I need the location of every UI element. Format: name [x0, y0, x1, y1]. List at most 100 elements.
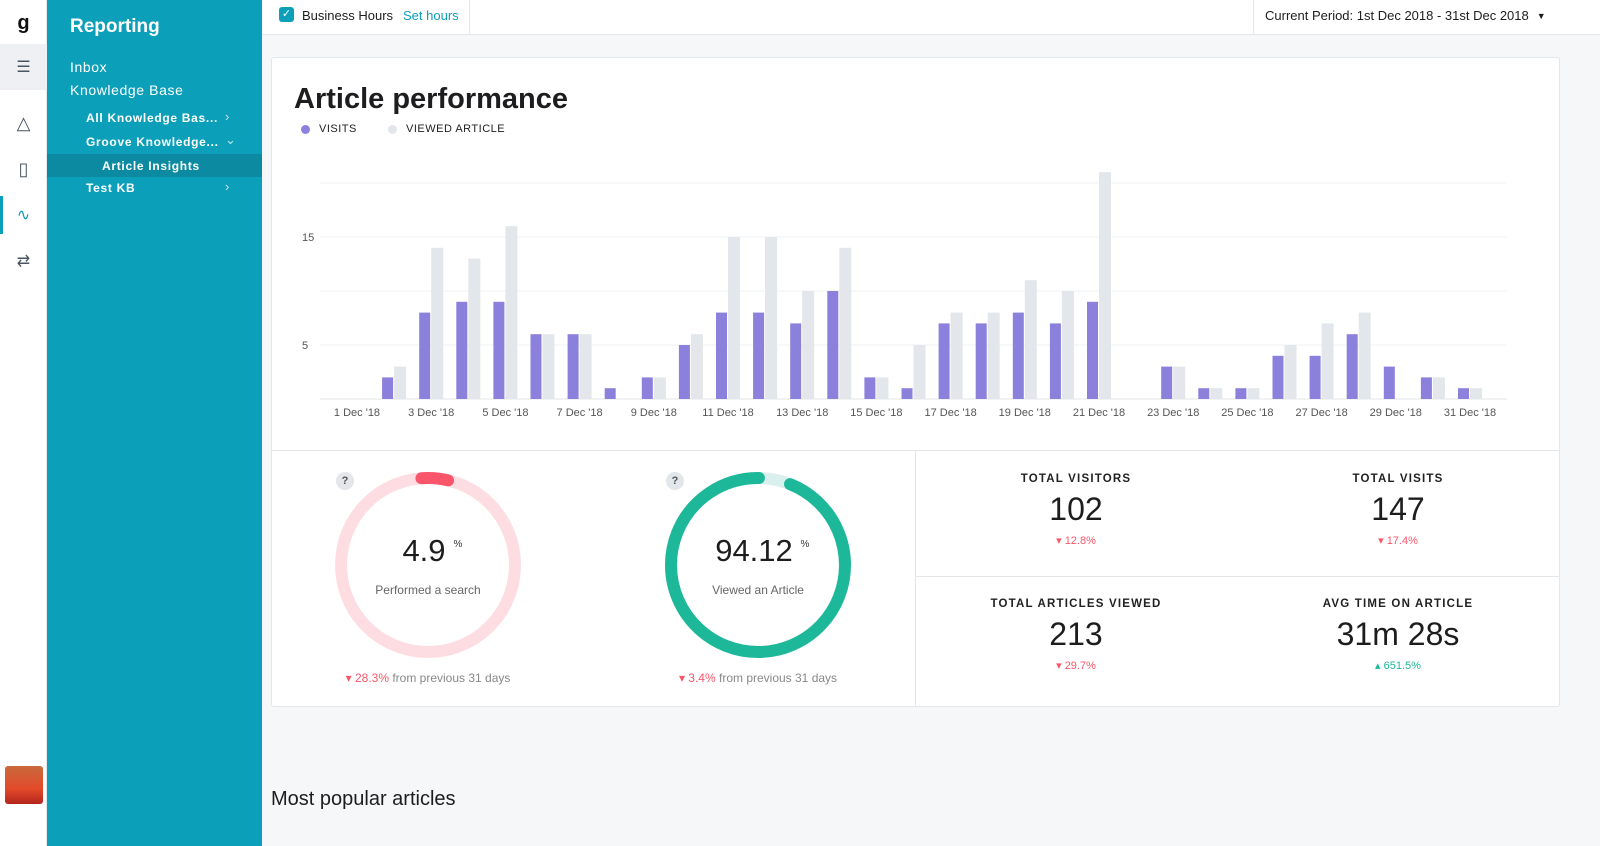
x-tick-label: 17 Dec '18	[924, 407, 976, 419]
bar-visits	[1235, 388, 1247, 399]
legend-viewed[interactable]: VIEWED ARTICLE	[388, 123, 505, 135]
sidebar-item-test-kb[interactable]: Test KB	[86, 181, 136, 195]
caret-down-icon: ▼	[1536, 11, 1546, 21]
legend-visits[interactable]: VISITS	[301, 123, 357, 135]
donut-value: 94.12	[715, 533, 793, 568]
bar-visits	[530, 334, 542, 399]
donut-charts: 4.9 % Performed a search ▾ 28.3% from previ…	[335, 472, 851, 685]
sidebar-item-groove-kb[interactable]: Groove Knowledge...	[86, 135, 219, 149]
divider	[1253, 0, 1254, 34]
section-title: Most popular articles	[271, 788, 456, 810]
x-tick-label: 19 Dec '18	[999, 407, 1051, 419]
menu-icon[interactable]: ☰	[0, 44, 47, 90]
bar-visits	[975, 323, 987, 399]
donut-unit: %	[454, 539, 463, 550]
bar-viewed-article	[431, 247, 444, 399]
bar-visits	[864, 377, 876, 399]
send-icon[interactable]: △	[16, 112, 31, 133]
help-icon[interactable]: ?	[336, 472, 354, 490]
stat-value: 147	[1371, 491, 1425, 527]
donut-change: ▾ 28.3% from previous 31 days	[346, 671, 511, 685]
donut-arc	[335, 472, 521, 659]
donut-value: 4.9	[402, 533, 445, 568]
legend-label: VISITS	[319, 123, 357, 135]
bar-viewed-article	[1358, 312, 1371, 399]
bar-visits	[456, 301, 468, 399]
bar-visits	[827, 291, 839, 399]
donut-label: Performed a search	[375, 583, 480, 597]
bar-visits	[1272, 355, 1284, 399]
chevron-down-icon[interactable]: ⌄	[225, 132, 236, 147]
groove-logo-icon: g	[17, 11, 30, 34]
set-hours-link[interactable]: Set hours	[403, 8, 459, 23]
bar-visits	[1161, 366, 1173, 399]
bar-viewed-article	[1061, 291, 1074, 399]
sidebar: Reporting Inbox Knowledge Base All Knowl…	[47, 0, 262, 846]
bar-visits	[938, 323, 950, 399]
bar-visits	[604, 388, 616, 399]
bar-visits	[1458, 388, 1469, 399]
bar-viewed-article	[653, 377, 666, 399]
bar-visits	[641, 377, 653, 399]
x-tick-label: 23 Dec '18	[1147, 407, 1199, 419]
divider	[272, 450, 1559, 451]
stat-change: ▾ 12.8%	[1056, 535, 1096, 547]
bar-viewed-article	[839, 247, 852, 399]
bar-visits	[753, 312, 765, 399]
bar-viewed-article	[765, 237, 778, 399]
chevron-right-icon[interactable]: ›	[225, 109, 230, 124]
x-tick-label: 15 Dec '18	[850, 407, 902, 419]
bar-visits	[716, 312, 727, 399]
bar-visits	[1309, 355, 1321, 399]
selected-highlight	[47, 154, 262, 177]
bar-visits	[419, 312, 431, 399]
bar-viewed-article	[579, 334, 592, 399]
x-tick-label: 1 Dec '18	[334, 407, 380, 419]
business-hours-checkbox[interactable]: ✓	[279, 7, 294, 22]
period-label: Current Period: 1st Dec 2018 - 31st Dec …	[1265, 8, 1529, 23]
sidebar-item-article-insights[interactable]: Article Insights	[102, 159, 200, 173]
x-tick-label: 5 Dec '18	[482, 407, 528, 419]
x-tick-label: 13 Dec '18	[776, 407, 828, 419]
x-tick-label: 11 Dec '18	[702, 407, 753, 419]
bar-viewed-article	[802, 291, 815, 399]
stat-change: ▴ 651.5%	[1375, 660, 1421, 672]
sidebar-title: Reporting	[70, 16, 160, 37]
reporting-icon[interactable]: ∿	[16, 207, 31, 224]
chart-title: Article performance	[294, 83, 568, 115]
bar-visits	[790, 323, 802, 399]
help-icon[interactable]: ?	[666, 472, 684, 490]
sidebar-item-all-kb[interactable]: All Knowledge Bas...	[86, 111, 219, 125]
stat-total-articles-viewed: TOTAL ARTICLES VIEWED 213 ▾ 29.7%	[915, 598, 1237, 672]
bar-viewed-article	[1173, 366, 1186, 399]
divider	[915, 576, 1559, 577]
x-tick-label: 31 Dec '18	[1444, 407, 1496, 419]
stat-label: AVG TIME ON ARTICLE	[1322, 598, 1474, 610]
icon-rail: g ☰ △ ▯ ∿ ⇄	[0, 0, 47, 846]
bar-viewed-article	[505, 226, 518, 399]
sidebar-item-knowledge-base[interactable]: Knowledge Base	[70, 82, 184, 98]
donut-change: ▾ 3.4% from previous 31 days	[679, 671, 837, 685]
legend-dot	[301, 124, 310, 134]
bar-chart: 5 15 1 Dec '18 3 Dec '18 5 Dec '18 7 Dec '18 9…	[302, 172, 1507, 419]
settings-sliders-icon[interactable]: ⇄	[16, 253, 31, 270]
avatar[interactable]	[5, 766, 43, 804]
active-indicator	[0, 196, 3, 234]
x-tick-label: 27 Dec '18	[1295, 407, 1347, 419]
stat-label: TOTAL VISITORS	[1020, 473, 1132, 485]
bar-viewed-article	[690, 334, 703, 399]
y-tick-label: 5	[302, 340, 308, 352]
donut-arc	[665, 472, 851, 658]
x-tick-label: 29 Dec '18	[1370, 407, 1422, 419]
bar-viewed-article	[987, 312, 1000, 399]
bar-visits	[382, 377, 394, 399]
stat-value: 31m 28s	[1336, 616, 1460, 652]
bar-viewed-article	[1470, 388, 1482, 399]
bar-viewed-article	[542, 334, 555, 399]
bar-viewed-article	[1284, 345, 1297, 399]
period-dropdown[interactable]: Current Period: 1st Dec 2018 - 31st Dec …	[1265, 8, 1546, 24]
bar-visits	[1087, 301, 1098, 399]
book-icon[interactable]: ▯	[18, 158, 29, 179]
sidebar-item-inbox[interactable]: Inbox	[70, 59, 108, 75]
chevron-right-icon[interactable]: ›	[225, 179, 230, 194]
